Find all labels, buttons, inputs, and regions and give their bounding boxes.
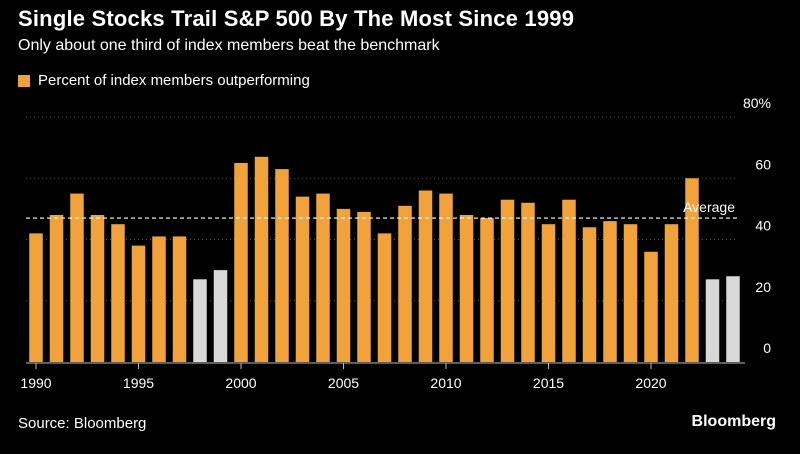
bar-2013 [500,199,515,362]
bar-2003 [295,196,310,362]
y-tick-label: 20 [755,279,771,295]
bar-2021 [664,224,679,362]
legend-label: Percent of index members outperforming [38,72,310,89]
bar-2002 [275,169,289,362]
bar-2023 [705,279,720,362]
bar-2000 [234,162,248,362]
bar-2020 [644,251,658,362]
chart-title: Single Stocks Trail S&P 500 By The Most … [18,6,575,31]
x-tick-label: 1995 [123,375,154,391]
bar-1997 [172,236,187,362]
x-tick-label: 2000 [225,375,256,391]
legend-swatch [18,74,30,87]
chart-subtitle: Only about one third of index members be… [18,37,440,54]
bar-2012 [480,218,494,362]
bar-2001 [254,156,269,362]
x-tick-label: 2005 [328,375,359,391]
legend: Percent of index members outperforming [18,72,310,89]
bar-2009 [418,190,433,362]
bar-2017 [582,227,597,362]
bar-2022 [685,178,699,362]
y-tick-label: 60 [755,156,771,172]
bar-1992 [70,193,84,362]
bar-2008 [398,205,412,362]
bar-2011 [459,215,474,362]
bar-2010 [439,193,453,362]
bar-2024 [726,276,740,362]
bloomberg-logo: Bloomberg [691,413,776,430]
bar-2004 [316,193,330,362]
bar-1999 [213,270,228,362]
y-tick-label: 0 [763,340,771,356]
y-tick-label: 40 [755,218,771,234]
bar-1994 [111,224,125,362]
x-tick-label: 2020 [635,375,666,391]
x-tick-label: 1990 [20,375,51,391]
bar-2014 [521,202,535,362]
bar-2005 [336,208,351,362]
bar-1996 [152,236,166,362]
bar-1995 [131,245,146,362]
average-label: Average [683,199,735,215]
x-tick-label: 2010 [430,375,461,391]
bar-1991 [49,215,64,362]
bar-1990 [29,233,43,362]
bar-1998 [193,279,207,362]
x-tick-label: 2015 [533,375,564,391]
bar-2007 [377,233,392,362]
y-tick-label: 80% [743,95,771,111]
bar-2019 [623,224,638,362]
bar-1993 [90,215,105,362]
bar-2015 [541,224,556,362]
bar-2016 [562,199,576,362]
bar-2006 [357,211,371,362]
bar-2018 [603,221,617,362]
source-note: Source: Bloomberg [18,415,147,432]
